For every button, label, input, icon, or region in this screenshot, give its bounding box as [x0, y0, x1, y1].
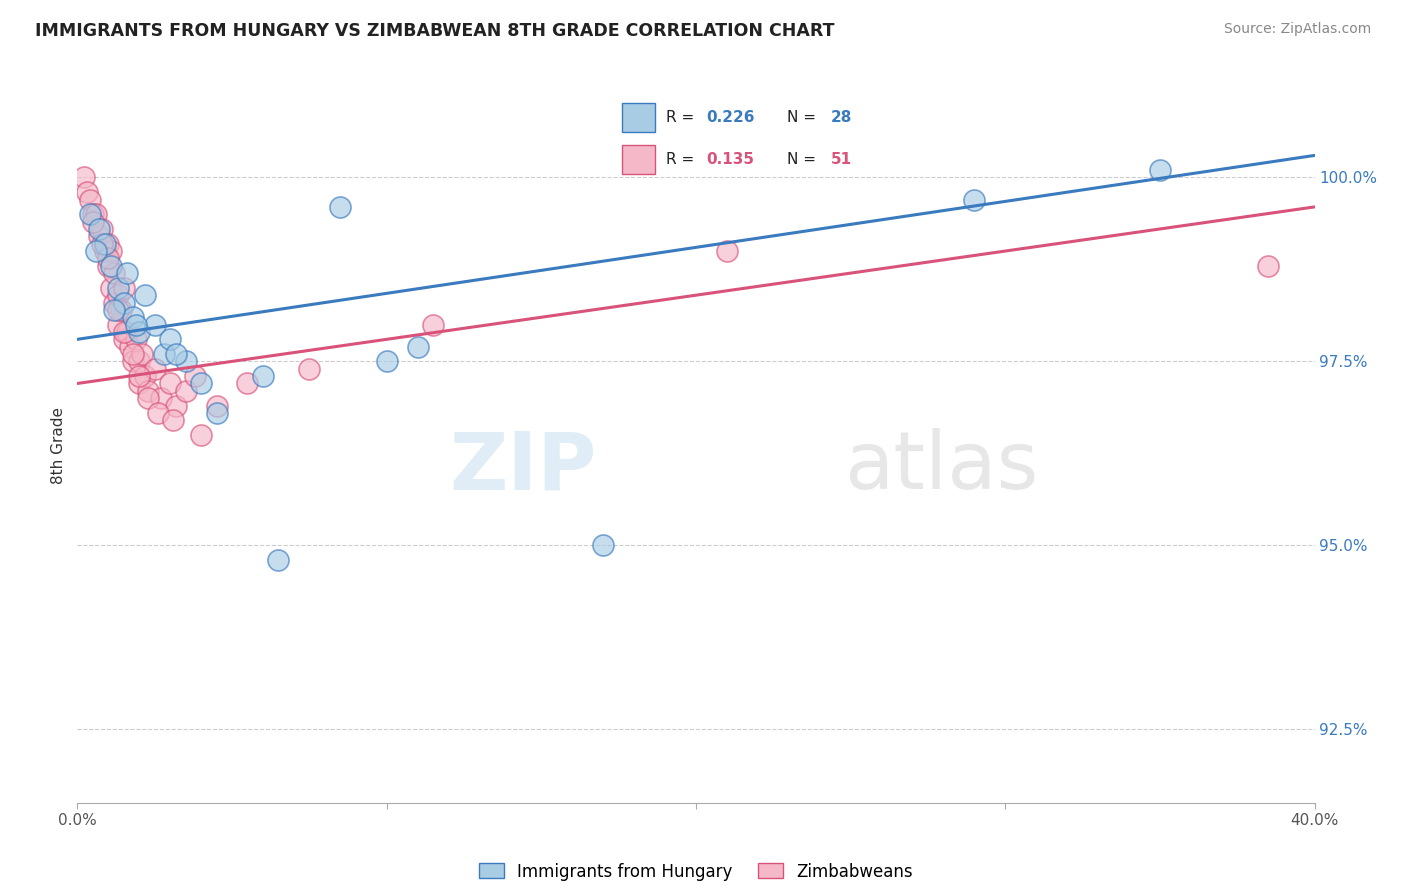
Point [94, 236, 117, 251]
Point [76, 185, 98, 199]
Point [236, 376, 259, 391]
Point [592, 538, 614, 552]
Point [79, 207, 101, 221]
Text: 51: 51 [831, 153, 852, 167]
Point [125, 318, 148, 332]
Point [375, 354, 398, 368]
Point [103, 302, 125, 317]
Y-axis label: 8th Grade: 8th Grade [51, 408, 66, 484]
Point [1149, 163, 1171, 178]
Point [146, 406, 169, 420]
Point [107, 318, 129, 332]
Point [159, 376, 181, 391]
Point [159, 332, 181, 346]
Point [110, 302, 132, 317]
Text: N =: N = [787, 111, 821, 125]
Point [115, 266, 138, 280]
Point [91, 222, 114, 236]
Point [205, 399, 228, 413]
Point [79, 193, 101, 207]
Point [143, 318, 166, 332]
Point [138, 391, 160, 405]
Text: Source: ZipAtlas.com: Source: ZipAtlas.com [1223, 22, 1371, 37]
Point [84, 244, 107, 258]
Point [112, 325, 135, 339]
Point [100, 259, 122, 273]
Point [162, 413, 184, 427]
Point [143, 361, 166, 376]
Point [107, 281, 129, 295]
Point [87, 229, 110, 244]
Point [190, 428, 212, 442]
Point [716, 244, 738, 258]
Point [406, 340, 429, 354]
Text: 0.226: 0.226 [706, 111, 755, 125]
Point [87, 222, 110, 236]
Point [115, 325, 138, 339]
Point [112, 295, 135, 310]
Point [165, 347, 187, 361]
Point [91, 236, 114, 251]
Text: IMMIGRANTS FROM HUNGARY VS ZIMBABWEAN 8TH GRADE CORRELATION CHART: IMMIGRANTS FROM HUNGARY VS ZIMBABWEAN 8T… [35, 22, 835, 40]
Point [131, 347, 153, 361]
Point [252, 369, 274, 384]
Point [82, 214, 104, 228]
Point [97, 252, 120, 266]
Text: N =: N = [787, 153, 821, 167]
Point [329, 200, 352, 214]
Point [165, 399, 187, 413]
Bar [621, 103, 655, 132]
Text: R =: R = [665, 153, 699, 167]
Point [100, 244, 122, 258]
Point [174, 354, 197, 368]
Point [122, 310, 145, 325]
Point [134, 369, 156, 384]
Point [97, 259, 120, 273]
Text: 28: 28 [831, 111, 852, 125]
Point [128, 369, 150, 384]
Point [125, 332, 148, 346]
Point [82, 207, 104, 221]
Point [97, 236, 120, 251]
Point [118, 340, 141, 354]
Point [267, 553, 290, 567]
Point [298, 361, 321, 376]
Point [72, 170, 94, 185]
Point [128, 354, 150, 368]
Point [134, 288, 156, 302]
Point [138, 384, 160, 398]
Text: 0.135: 0.135 [706, 153, 754, 167]
Point [107, 288, 129, 302]
Point [422, 318, 444, 332]
Point [100, 281, 122, 295]
Point [112, 332, 135, 346]
Point [94, 244, 117, 258]
Point [128, 325, 150, 339]
Point [103, 295, 125, 310]
Point [153, 347, 176, 361]
Legend: Immigrants from Hungary, Zimbabweans: Immigrants from Hungary, Zimbabweans [472, 856, 920, 888]
Point [103, 266, 125, 280]
Bar [621, 145, 655, 174]
Text: ZIP: ZIP [450, 428, 598, 507]
Point [84, 207, 107, 221]
Point [963, 193, 986, 207]
Point [205, 406, 228, 420]
Point [122, 347, 145, 361]
Point [174, 384, 197, 398]
Point [107, 302, 129, 317]
Text: atlas: atlas [845, 428, 1039, 507]
Point [122, 354, 145, 368]
Point [149, 391, 172, 405]
Point [190, 376, 212, 391]
Point [1257, 259, 1279, 273]
Point [112, 281, 135, 295]
Text: R =: R = [665, 111, 699, 125]
Point [184, 369, 207, 384]
Point [128, 376, 150, 391]
